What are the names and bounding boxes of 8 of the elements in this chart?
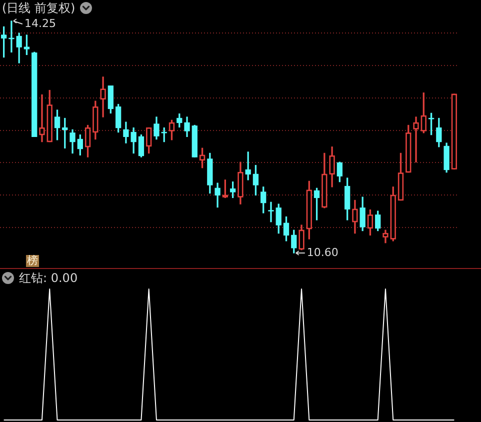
chart-title: 红钻: 0.00 [19,271,78,285]
chart-title: (日线 前复权) [2,1,76,15]
annotation: 14.25 [24,16,56,30]
annotation: 10.60 [306,246,338,259]
candlestick [413,116,419,162]
candlestick [268,202,274,222]
text: 榜 [26,254,39,267]
candlestick [39,94,45,142]
